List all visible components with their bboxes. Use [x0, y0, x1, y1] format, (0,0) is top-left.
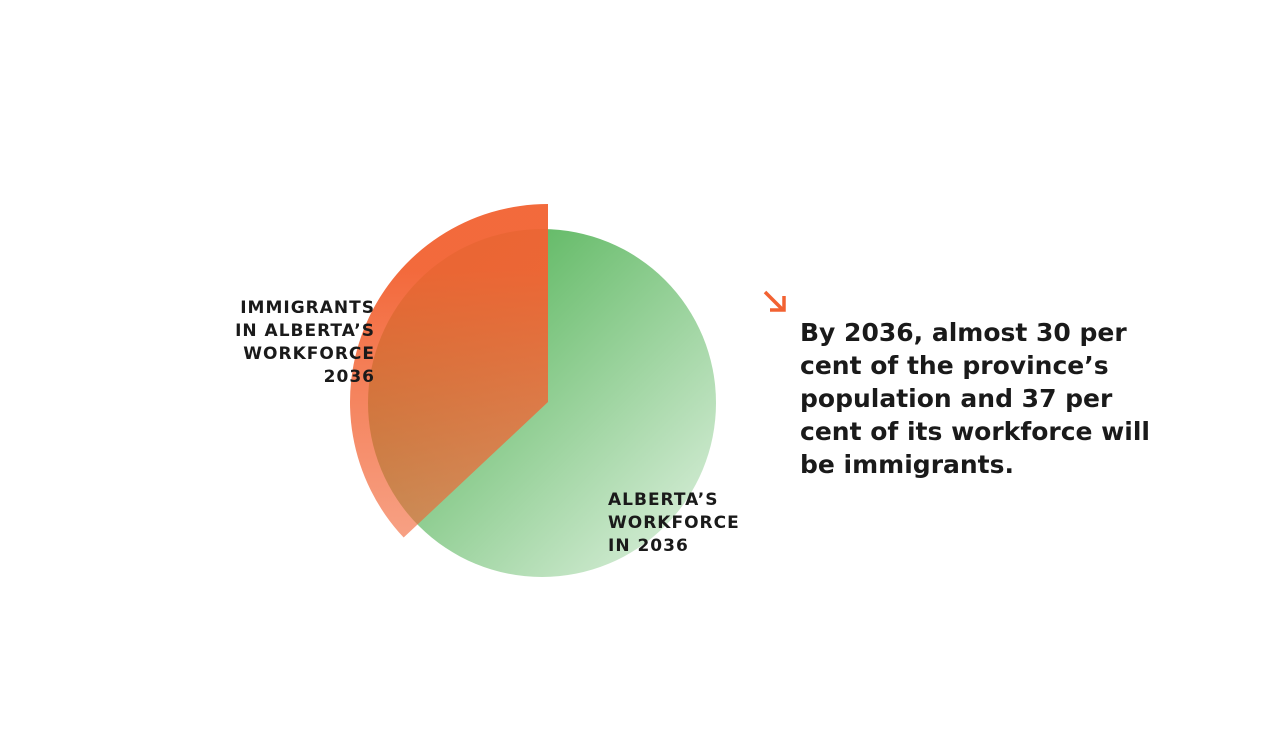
- slice-label: IN ALBERTA’S: [235, 321, 375, 341]
- annotation: By 2036, almost 30 per cent of the provi…: [800, 318, 1150, 479]
- slice-label: WORKFORCE: [608, 513, 740, 533]
- slice-label: 2036: [324, 367, 375, 387]
- slice-label: IMMIGRANTS: [240, 298, 375, 318]
- slice-label: IN 2036: [608, 536, 689, 556]
- slice-label: WORKFORCE: [243, 344, 375, 364]
- arrow-icon: [763, 290, 786, 312]
- slice-label: ALBERTA’S: [608, 490, 718, 510]
- pie-slice: [350, 204, 548, 538]
